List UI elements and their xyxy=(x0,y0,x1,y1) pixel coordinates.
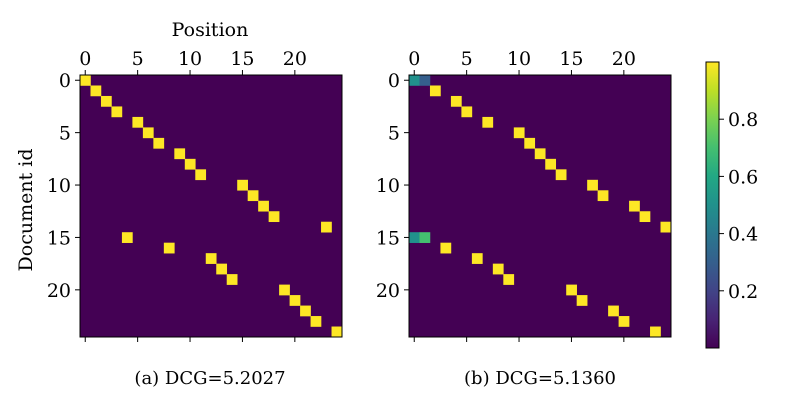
axes-frame-b xyxy=(408,74,672,338)
heatmap-cell xyxy=(482,116,494,128)
heatmap-cell xyxy=(216,263,228,275)
heatmap-cell xyxy=(576,295,588,306)
heatmap-cell xyxy=(331,326,343,338)
x-tick-label: 15 xyxy=(230,48,254,70)
heatmap-cell xyxy=(471,253,483,264)
heatmap-cell xyxy=(450,95,462,107)
heatmap-cell xyxy=(279,284,290,296)
heatmap-cell xyxy=(419,75,431,86)
heatmap-cell xyxy=(419,232,431,243)
x-axis-title: Position xyxy=(172,19,249,41)
x-tick-label: 20 xyxy=(612,48,636,70)
heatmap-background-a xyxy=(80,75,342,337)
heatmap-cell xyxy=(111,106,123,118)
heatmap-cell xyxy=(513,127,525,139)
axes-frame-a xyxy=(79,74,343,338)
heatmap-cell xyxy=(80,75,91,86)
heatmap-cell xyxy=(618,316,630,327)
heatmap-cell xyxy=(650,326,661,338)
heatmap-cell xyxy=(534,148,546,160)
y-axis-title: Document id xyxy=(15,149,37,272)
x-tick-label: 0 xyxy=(408,48,420,70)
heatmap-cell xyxy=(440,242,452,254)
heatmap-cell xyxy=(300,305,311,317)
colorbar-tick-label: 0.8 xyxy=(728,109,758,131)
heatmap-cell xyxy=(524,137,536,149)
heatmap-cell xyxy=(639,211,651,223)
colorbar-gradient xyxy=(705,61,720,349)
heatmap-cell xyxy=(142,127,154,139)
colorbar: 0.2 0.4 0.6 0.8 xyxy=(705,61,758,349)
heatmap-cell xyxy=(555,169,567,181)
heatmap-cell xyxy=(608,305,619,317)
heatmap-cell xyxy=(258,200,269,212)
caption-b: (b) DCG=5.1360 xyxy=(464,368,616,389)
y-tick-label: 15 xyxy=(47,227,71,249)
y-tick-label: 5 xyxy=(388,123,400,145)
caption-a: (a) DCG=5.2027 xyxy=(134,368,285,389)
x-tick-label: 5 xyxy=(132,48,144,70)
x-tick-label: 15 xyxy=(559,48,583,70)
x-tick-label: 10 xyxy=(178,48,202,70)
heatmap-panel-a: 0 5 10 15 20 0 5 10 15 20 xyxy=(47,48,343,342)
heatmap-cell xyxy=(461,106,473,118)
y-tick-label: 0 xyxy=(59,70,71,92)
heatmap-background-b xyxy=(409,75,671,337)
heatmap-cell xyxy=(545,158,557,170)
x-tick-label: 5 xyxy=(461,48,473,70)
heatmap-cell xyxy=(492,263,504,275)
heatmap-cell xyxy=(409,75,420,86)
heatmap-cell xyxy=(321,221,332,233)
heatmap-cell xyxy=(163,242,175,254)
heatmap-panel-b: 0 5 10 15 20 0 5 10 15 20 xyxy=(376,48,672,342)
y-tick-label: 10 xyxy=(47,175,71,197)
y-tick-label: 0 xyxy=(388,70,400,92)
heatmap-cell xyxy=(597,190,609,202)
heatmap-cell xyxy=(409,232,420,243)
heatmap-cell xyxy=(310,316,322,327)
heatmap-cell xyxy=(629,200,640,212)
y-tick-label: 15 xyxy=(376,227,400,249)
colorbar-tick-label: 0.2 xyxy=(728,281,758,303)
y-tick-label: 10 xyxy=(376,175,400,197)
heatmap-cell xyxy=(174,148,186,160)
x-tick-label: 10 xyxy=(507,48,531,70)
heatmap-cell xyxy=(660,221,672,233)
heatmap-cell xyxy=(132,116,144,128)
x-tick-label: 0 xyxy=(79,48,91,70)
y-tick-label: 5 xyxy=(59,123,71,145)
heatmap-cell xyxy=(268,211,280,223)
heatmap-cell xyxy=(195,169,207,181)
heatmap-cell xyxy=(587,179,598,191)
y-tick-label: 20 xyxy=(376,280,400,302)
colorbar-tick-label: 0.6 xyxy=(728,166,758,188)
heatmap-cell xyxy=(100,95,112,107)
x-tick-label: 20 xyxy=(283,48,307,70)
heatmap-cell xyxy=(503,274,515,285)
heatmap-cell xyxy=(429,85,441,97)
heatmap-cell xyxy=(90,85,102,97)
colorbar-tick-label: 0.4 xyxy=(728,224,758,246)
heatmap-cell xyxy=(205,253,217,264)
y-tick-label: 20 xyxy=(47,280,71,302)
heatmap-cell xyxy=(566,284,577,296)
heatmap-cell xyxy=(153,137,165,149)
heatmap-cell xyxy=(184,158,196,170)
heatmap-cell xyxy=(247,190,259,202)
heatmap-cell xyxy=(237,179,248,191)
heatmap-cell xyxy=(121,232,133,243)
heatmap-cell xyxy=(226,274,238,285)
heatmap-cell xyxy=(289,295,301,306)
